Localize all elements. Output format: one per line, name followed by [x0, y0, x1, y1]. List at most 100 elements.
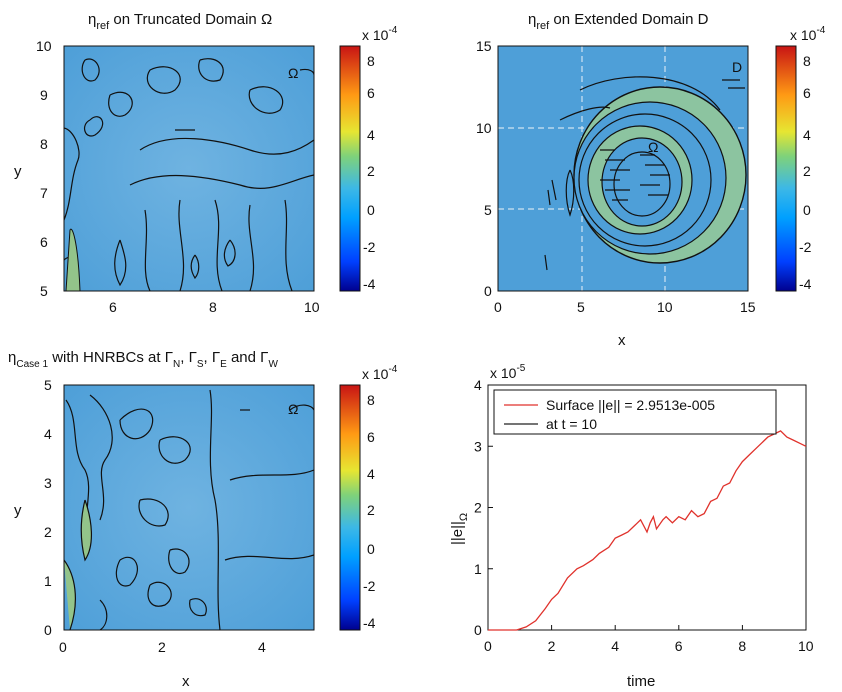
legend: Surface ||e|| = 2.9513e-005 at t = 10	[493, 389, 777, 435]
y-tick-label: 5	[40, 283, 48, 299]
y-tick-labels: 0 1 2 3 4	[474, 377, 482, 638]
y-tick-label: 10	[476, 120, 492, 136]
y-tick-label: 9	[40, 87, 48, 103]
y-tick-label: 3	[44, 475, 52, 491]
colorbar-tick: -2	[799, 239, 812, 255]
x-tick-label: 10	[657, 299, 673, 315]
y-axis-label: y	[14, 502, 22, 519]
x-axis-label: x	[618, 332, 626, 349]
plot-frame	[497, 45, 749, 292]
colorbar-tick: 4	[367, 127, 375, 143]
y-tick-label: 1	[44, 573, 52, 589]
y-tick-label: 5	[484, 202, 492, 218]
colorbar: x 10-4 8 6 4 2 0 -2 -4	[339, 364, 398, 631]
x-tick-label: 0	[59, 639, 67, 655]
x-tick-label: 15	[740, 299, 756, 315]
x-tick-label: 2	[158, 639, 166, 655]
panel3-title: ηCase 1 with HNRBCs at ΓN, ΓS, ΓE and ΓW	[8, 349, 278, 370]
y-tick-label: 1	[474, 561, 482, 577]
colorbar-tick: 0	[367, 202, 375, 218]
x-tick-label: 6	[675, 638, 683, 654]
colorbar-tick: 2	[803, 163, 811, 179]
colorbar-exponent: x 10-4	[362, 25, 398, 43]
y-tick-label: 4	[44, 426, 52, 442]
x-tick-labels: 0 2 4 6 8 10	[484, 638, 814, 654]
panel-error-norm: x 10-5 0 1 2 3 4 0 2 4 6 8 10 time ||e||Ω Surface…	[449, 363, 814, 690]
y-tick-label: 2	[44, 524, 52, 540]
x-ticks: 0 2 4	[59, 639, 266, 655]
colorbar-tick: 6	[367, 429, 375, 445]
y-axis-label: y	[14, 163, 22, 180]
colorbar-tick: -4	[363, 276, 376, 292]
y-tick-label: 15	[476, 38, 492, 54]
y-ticks: 0 1 2 3 4 5	[44, 377, 52, 638]
region-label-omega: Ω	[288, 401, 298, 417]
x-axis-label: time	[627, 673, 655, 690]
colorbar-tick: 8	[803, 53, 811, 69]
colorbar-tick: 8	[367, 392, 375, 408]
region-label-omega: Ω	[288, 65, 298, 81]
x-tick-label: 4	[258, 639, 266, 655]
colorbar-tick: -2	[363, 239, 376, 255]
series-line-surface-error	[488, 430, 807, 631]
x-tick-label: 8	[209, 299, 217, 315]
colorbar-tick: -4	[799, 276, 812, 292]
panel1-title: ηref on Truncated Domain Ω	[88, 11, 272, 32]
plot-frame	[63, 384, 315, 631]
legend-label-time: at t = 10	[546, 416, 597, 432]
contour-lines	[64, 389, 314, 630]
colorbar-tick: -2	[363, 578, 376, 594]
region-label-d: D	[732, 59, 742, 75]
y-axis-label: ||e||Ω	[449, 513, 470, 545]
region-label-omega: Ω	[648, 139, 658, 155]
y-tick-label: 0	[484, 283, 492, 299]
x-tick-label: 0	[484, 638, 492, 654]
x-ticks: 6 8 10	[109, 299, 320, 315]
colorbar-exponent: x 10-4	[790, 25, 826, 43]
plot-frame	[63, 45, 315, 292]
x-tick-label: 5	[577, 299, 585, 315]
colorbar: x 10-4 8 6 4 2 0 -2 -4	[775, 25, 826, 292]
colorbar-exponent: x 10-4	[362, 364, 398, 382]
panel2-title: ηref on Extended Domain D	[528, 11, 709, 32]
x-tick-label: 6	[109, 299, 117, 315]
y-tick-label: 3	[474, 438, 482, 454]
panel-extended-domain: ηref on Extended Domain D D Ω 0 5	[476, 11, 826, 349]
colorbar-tick: 6	[803, 85, 811, 101]
contour-lines	[64, 58, 314, 291]
y-tick-label: 0	[474, 622, 482, 638]
colorbar: x 10-4 8 6 4 2 0 -2 -4	[339, 25, 398, 292]
colorbar-tick: 8	[367, 53, 375, 69]
colorbar-tick: 4	[803, 127, 811, 143]
y-ticks: 5 6 7 8 9 10	[36, 38, 52, 299]
x-ticks: 0 5 10 15	[494, 299, 756, 315]
y-tick-label: 10	[36, 38, 52, 54]
heatmap-field	[64, 385, 314, 630]
x-tick-label: 0	[494, 299, 502, 315]
colorbar-tick: 2	[367, 163, 375, 179]
colorbar-tick: -4	[363, 615, 376, 631]
y-ticks: 0 5 10 15	[476, 38, 492, 299]
heatmap-field	[64, 46, 314, 291]
colorbar-tick: 0	[367, 541, 375, 557]
colorbar-tick: 4	[367, 466, 375, 482]
x-tick-label: 4	[611, 638, 619, 654]
x-tick-label: 8	[738, 638, 746, 654]
y-tick-label: 4	[474, 377, 482, 393]
y-tick-label: 5	[44, 377, 52, 393]
x-axis-label: x	[182, 673, 190, 690]
x-tick-label: 10	[304, 299, 320, 315]
colorbar-tick: 2	[367, 502, 375, 518]
y-tick-label: 7	[40, 185, 48, 201]
colorbar-scale	[339, 45, 361, 292]
x-tick-label: 2	[548, 638, 556, 654]
colorbar-tick: 6	[367, 85, 375, 101]
panel-case1-hnrbc: ηCase 1 with HNRBCs at ΓN, ΓS, ΓE and ΓW…	[8, 349, 398, 690]
legend-label-surface: Surface ||e|| = 2.9513e-005	[546, 397, 715, 413]
wave-contours	[498, 46, 748, 291]
y-tick-label: 0	[44, 622, 52, 638]
y-tick-label: 2	[474, 500, 482, 516]
colorbar-scale	[339, 384, 361, 631]
panel-truncated-domain: ηref on Truncated Domain Ω Ω	[14, 11, 398, 315]
